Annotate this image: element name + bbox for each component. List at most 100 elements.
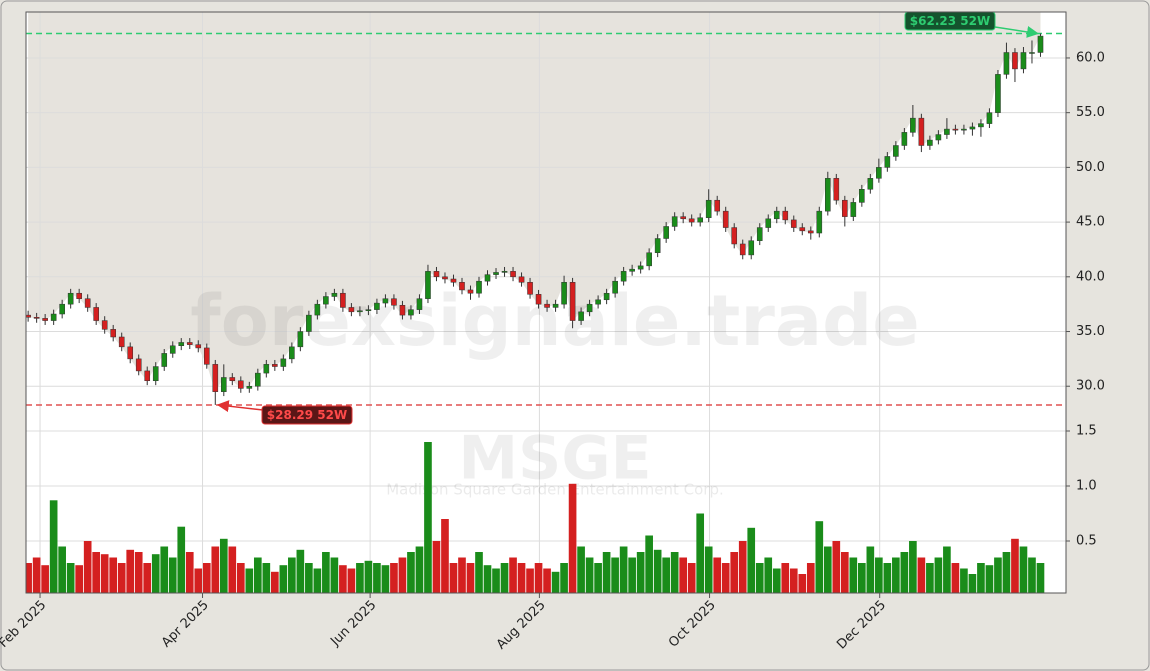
volume-bar [475, 552, 483, 593]
volume-bar [679, 557, 688, 593]
candle-body [893, 145, 899, 157]
low-52w-box [261, 405, 353, 425]
candle-body [859, 189, 865, 203]
candle-body [620, 271, 627, 282]
volume-tick-label: 1.0 [1076, 479, 1097, 494]
volume-bar [798, 574, 807, 593]
volume-bar [356, 563, 364, 593]
candle-body [1012, 52, 1018, 70]
candle-body [867, 178, 874, 190]
candle-body [67, 292, 74, 305]
candle-body [33, 317, 40, 319]
volume-bar [134, 552, 143, 593]
volume-bar [755, 563, 764, 593]
volume-bar [483, 565, 492, 593]
candle-body [978, 123, 984, 128]
candle-body [884, 156, 891, 168]
low-52w-label: $28.29 52W [267, 408, 347, 422]
volume-bar [1011, 538, 1019, 593]
volume-bar [636, 552, 645, 593]
volume-bar [236, 563, 245, 593]
volume-bar [32, 557, 41, 593]
volume-bar [322, 552, 330, 593]
volume-bar [262, 563, 271, 593]
candle-body [135, 358, 142, 372]
candle-body [340, 292, 346, 308]
volume-bar [594, 563, 602, 593]
candle-body [680, 216, 686, 220]
volume-bar [806, 563, 815, 593]
candle-body [654, 238, 661, 253]
candle-body [876, 167, 882, 179]
volume-bar [1036, 563, 1045, 593]
volume-bar [339, 565, 347, 593]
volume-bar [866, 546, 875, 593]
candle-body [391, 298, 397, 306]
volume-bar [560, 563, 568, 593]
volume-bar [909, 541, 917, 593]
candle-body [399, 305, 406, 316]
volume-bar [271, 571, 279, 593]
volume-bar [628, 557, 636, 593]
candle-body [586, 303, 593, 313]
candle-body [629, 268, 635, 272]
candle-body [944, 128, 950, 135]
volume-bar [305, 563, 313, 593]
volume-bar [432, 541, 441, 593]
volume-bar [985, 565, 994, 593]
candle-body [186, 342, 193, 345]
candle-body [280, 358, 287, 367]
watermark: forexsignale.trade [190, 280, 919, 362]
candle-body [323, 296, 329, 305]
candle-body [203, 347, 210, 365]
volume-bar [313, 568, 322, 593]
volume-bar [602, 552, 611, 593]
y-tick-label: 45.0 [1076, 215, 1105, 230]
candle-body [442, 276, 448, 280]
volume-bar [917, 557, 926, 593]
candle-body [510, 271, 516, 278]
volume-bar [100, 554, 109, 593]
candle-body [952, 128, 959, 131]
volume-bar [653, 549, 662, 593]
y-tick-label: 35.0 [1076, 324, 1105, 339]
candle-body [748, 240, 755, 256]
candle-body [1020, 52, 1027, 70]
volume-bar [330, 557, 339, 593]
candle-body [569, 282, 576, 321]
candle-body [782, 210, 789, 221]
candle-body [799, 227, 806, 232]
volume-bar [441, 519, 449, 593]
volume-bar [211, 546, 220, 593]
candle-body [722, 210, 729, 228]
candle-body [756, 227, 763, 241]
candle-body [824, 178, 831, 212]
volume-bar [26, 563, 32, 593]
volume-bar [900, 552, 909, 593]
volume-bar [407, 552, 415, 593]
volume-bar [1019, 546, 1028, 593]
volume-bar [373, 563, 381, 593]
plot-border [25, 11, 1067, 594]
volume-bar [245, 568, 254, 593]
low-52w-arrow [216, 400, 264, 413]
volume-bar [424, 442, 432, 593]
candle-body [59, 303, 65, 315]
volume-bar [781, 563, 790, 593]
volume-bar [892, 557, 900, 593]
candle-body [714, 199, 721, 212]
candle-body [433, 271, 440, 278]
volume-bar [253, 557, 262, 593]
candle-body [408, 309, 414, 316]
volume-bar [611, 557, 619, 593]
volume-bar [934, 557, 943, 593]
candle-body [493, 272, 499, 275]
candle-body [416, 298, 423, 310]
candle-body [535, 294, 542, 305]
volume-bar [126, 549, 135, 593]
volume-bar [347, 568, 356, 593]
volume-bar [926, 563, 934, 593]
volume-bar [772, 568, 781, 593]
volume-bar [219, 538, 228, 593]
